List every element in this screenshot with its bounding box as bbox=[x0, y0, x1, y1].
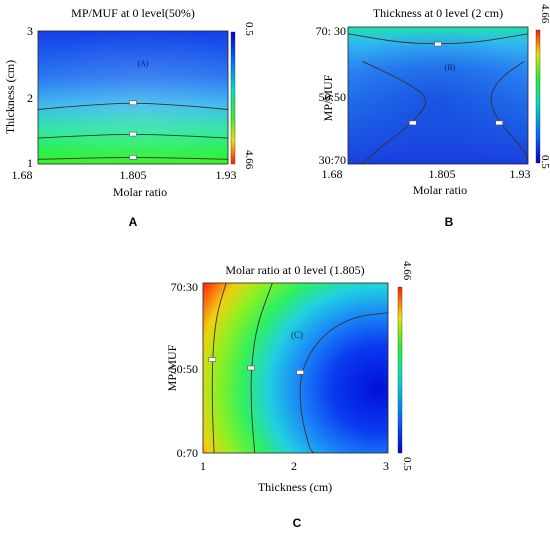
panel-a-contours bbox=[37, 100, 229, 160]
panel-b-annotation: (B) bbox=[445, 63, 456, 72]
panel-c-contour-label bbox=[247, 365, 255, 371]
panel-c-ytick-1: 0:70 bbox=[177, 446, 198, 460]
panel-b: Thickness at 0 level (2 cm) (B) 70: 30 5… bbox=[316, 4, 550, 229]
panel-a-xtick-2: 1.805 bbox=[120, 168, 147, 182]
panel-a-annotation: (A) bbox=[137, 59, 148, 68]
panel-a-xlabel: Molar ratio bbox=[113, 185, 167, 199]
panel-b-colorbar bbox=[535, 29, 541, 164]
panel-b-contour-line bbox=[347, 33, 529, 45]
panel-c-contour-line bbox=[299, 312, 389, 454]
panel-b-contour-label bbox=[495, 120, 504, 126]
panel-a-contour-label bbox=[129, 155, 137, 160]
panel-a: MP/MUF at 0 level(50%) (A) 3 2 1 1.68 1.… bbox=[3, 6, 255, 229]
panel-a-contour-label bbox=[129, 100, 137, 106]
panel-c: Molar ratio at 0 level (1.805) (C) 70:30… bbox=[165, 261, 413, 530]
panel-b-xtick-3: 1.93 bbox=[510, 167, 531, 181]
panel-a-ytick-1: 1 bbox=[27, 156, 33, 170]
panel-c-xtick-3: 3 bbox=[383, 459, 389, 473]
panel-b-colorbar-max: 4.66 bbox=[539, 4, 550, 24]
panel-c-xlabel: Thickness (cm) bbox=[258, 480, 332, 494]
panel-b-contours bbox=[347, 33, 529, 165]
panel-b-title: Thickness at 0 level (2 cm) bbox=[373, 6, 503, 20]
panel-b-ylabel: MP/MUF bbox=[321, 74, 335, 121]
panel-a-ylabel: Thickness (cm) bbox=[3, 60, 17, 134]
panel-b-contour-label bbox=[434, 41, 442, 47]
panel-a-colorbar-min: 4.66 bbox=[243, 150, 255, 170]
panel-a-contour-line bbox=[37, 133, 229, 139]
panel-c-letter: C bbox=[293, 516, 302, 530]
panel-a-xtick-3: 1.93 bbox=[216, 168, 237, 182]
panel-b-ytick-1: 30:70 bbox=[319, 153, 346, 167]
panel-b-ytick-2: 50:50 bbox=[319, 90, 346, 104]
panel-a-colorbar-max: 0.5 bbox=[243, 22, 255, 36]
panel-c-colorbar-min: 0.5 bbox=[401, 457, 413, 471]
panel-c-xtick-2: 2 bbox=[291, 459, 297, 473]
panel-c-contour-line bbox=[211, 282, 227, 454]
panel-c-ytick-3: 70:30 bbox=[171, 280, 198, 294]
panel-a-xtick-1: 1.68 bbox=[12, 168, 33, 182]
panel-a-contour-line bbox=[37, 157, 229, 160]
panel-a-ytick-3: 3 bbox=[27, 24, 33, 38]
panel-c-title: Molar ratio at 0 level (1.805) bbox=[225, 263, 364, 277]
panel-a-letter: A bbox=[129, 215, 138, 229]
panel-b-contour-line bbox=[362, 60, 426, 165]
panel-b-xtick-2: 1.805 bbox=[429, 167, 456, 181]
panel-c-contour-label bbox=[296, 369, 304, 375]
panel-c-colorbar bbox=[397, 286, 403, 454]
panel-b-contour-line bbox=[490, 60, 529, 161]
panel-a-title: MP/MUF at 0 level(50%) bbox=[71, 6, 195, 20]
panel-b-colorbar-min: 0.5 bbox=[539, 155, 550, 169]
panel-c-ytick-2: 50:50 bbox=[171, 362, 198, 376]
panel-c-xtick-1: 1 bbox=[200, 459, 206, 473]
panel-a-colorbar bbox=[230, 31, 236, 165]
panel-b-xtick-1: 1.68 bbox=[322, 167, 343, 181]
panel-a-contour-label bbox=[129, 131, 137, 137]
panel-a-ytick-2: 2 bbox=[27, 91, 33, 105]
panel-c-ylabel: MP/MUF bbox=[165, 344, 179, 391]
panel-c-contours bbox=[208, 282, 389, 454]
panel-b-contour-label bbox=[408, 120, 417, 126]
panel-b-xlabel: Molar ratio bbox=[413, 183, 467, 197]
panel-c-colorbar-max: 4.66 bbox=[401, 261, 413, 281]
panel-b-letter: B bbox=[445, 215, 454, 229]
panel-b-ytick-3: 70: 30 bbox=[316, 24, 346, 38]
panel-c-annotation: (C) bbox=[291, 330, 303, 340]
panel-a-contour-line bbox=[37, 102, 229, 110]
panel-c-contour-line bbox=[250, 282, 273, 454]
panel-c-contour-label bbox=[208, 357, 217, 362]
panel-c-surface bbox=[203, 283, 388, 453]
